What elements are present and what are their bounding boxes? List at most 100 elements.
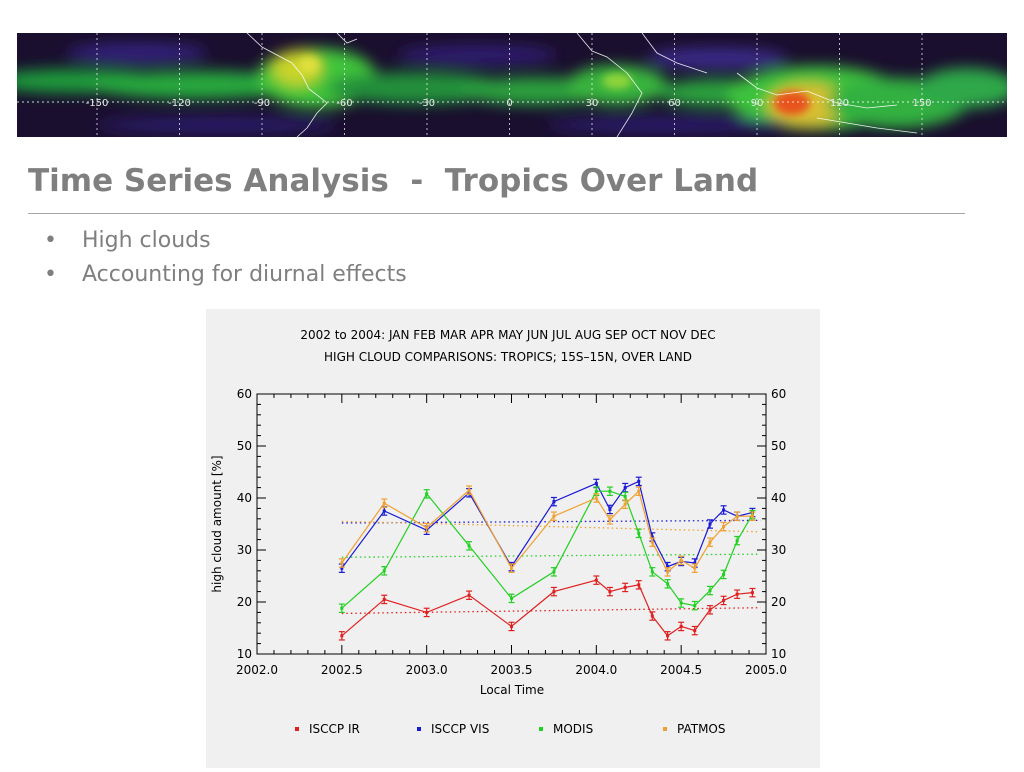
longitude-label: 0 (506, 98, 512, 109)
data-point (340, 566, 344, 570)
bullet-text: High clouds (82, 228, 211, 253)
data-point (679, 601, 683, 605)
data-point (623, 494, 627, 498)
legend-label: ISCCP VIS (431, 722, 489, 736)
data-point (340, 561, 344, 565)
data-point (340, 634, 344, 638)
data-point (510, 624, 513, 628)
data-point (708, 540, 712, 544)
data-point (666, 582, 670, 586)
bullet-item: • High clouds (44, 226, 407, 260)
data-point (608, 518, 612, 522)
x-tick-label: 2003.0 (406, 663, 448, 677)
series-line (341, 490, 753, 609)
data-point (425, 526, 429, 530)
chart-legend: ISCCP IR ISCCP VIS MODIS PATMOS (295, 722, 726, 736)
legend-label: ISCCP IR (309, 722, 360, 736)
data-point (650, 614, 654, 618)
data-point (382, 569, 386, 573)
data-point (666, 570, 670, 574)
data-point (666, 565, 670, 569)
bullet-item: • Accounting for diurnal effects (44, 260, 407, 294)
data-point (382, 501, 386, 505)
data-point (708, 608, 712, 612)
data-point (510, 596, 513, 600)
data-point (608, 489, 612, 493)
data-point (708, 522, 712, 526)
data-point (340, 606, 344, 610)
data-point (510, 566, 513, 570)
high-cloud-chart: 2002 to 2004: JAN FEB MAR APR MAY JUN JU… (210, 328, 787, 736)
bullet-dot: • (44, 262, 57, 287)
data-point (679, 624, 683, 628)
data-point (623, 502, 627, 506)
data-point (467, 593, 471, 597)
longitude-label: -30 (419, 98, 435, 109)
data-point (623, 486, 627, 490)
data-point (594, 489, 598, 493)
data-point (750, 514, 754, 518)
bullet-list: • High clouds • Accounting for diurnal eff… (44, 226, 407, 294)
series-mean-line (341, 520, 761, 533)
y-tick-label-right: 50 (771, 439, 786, 453)
y-tick-label-right: 10 (771, 647, 786, 661)
y-tick-label: 30 (237, 543, 252, 557)
data-point (594, 578, 598, 582)
longitude-label: 150 (912, 98, 931, 109)
series-group (338, 485, 756, 577)
series-group (338, 486, 756, 613)
data-point (679, 558, 683, 562)
longitude-label: -150 (86, 98, 109, 109)
data-point (722, 525, 726, 529)
chart-figure: 2002 to 2004: JAN FEB MAR APR MAY JUN JU… (206, 309, 820, 768)
x-tick-label: 2004.5 (660, 663, 702, 677)
data-point (693, 566, 697, 570)
bullet-dot: • (44, 228, 57, 253)
data-point (650, 540, 654, 544)
data-point (637, 479, 641, 483)
bullet-text: Accounting for diurnal effects (82, 262, 407, 287)
chart-subtitle: HIGH CLOUD COMPARISONS: TROPICS; 15S–15N… (324, 350, 692, 364)
data-point (693, 561, 697, 565)
y-tick-label-right: 40 (771, 491, 786, 505)
data-point (552, 500, 556, 504)
data-point (467, 544, 471, 548)
data-point (735, 514, 739, 518)
longitude-label: -60 (336, 98, 352, 109)
data-point (608, 507, 612, 511)
data-point (594, 481, 598, 485)
x-tick-label: 2005.0 (745, 663, 787, 677)
longitude-label: -90 (254, 98, 270, 109)
data-point (608, 590, 612, 594)
data-point (666, 634, 670, 638)
y-tick-label: 60 (237, 387, 252, 401)
x-tick-label: 2004.0 (575, 663, 617, 677)
x-tick-label: 2002.0 (236, 663, 278, 677)
data-point (722, 572, 726, 576)
data-point (637, 583, 641, 587)
data-point (382, 597, 386, 601)
axis-ticks: 2002.0 2002.5 2003.0 2003.5 2004.0 2004.5 2005… (236, 387, 787, 677)
data-point (467, 488, 471, 492)
data-point (594, 496, 598, 500)
longitude-label: 120 (830, 98, 849, 109)
x-tick-label: 2002.5 (321, 663, 363, 677)
data-point (650, 535, 654, 539)
data-point (425, 492, 429, 496)
data-point (552, 590, 556, 594)
data-point (722, 508, 726, 512)
legend-label: PATMOS (677, 722, 726, 736)
data-point (735, 592, 739, 596)
longitude-label: 30 (586, 98, 599, 109)
data-point (552, 514, 556, 518)
data-point (722, 598, 726, 602)
chart-title: 2002 to 2004: JAN FEB MAR APR MAY JUN JU… (300, 328, 715, 342)
legend-label: MODIS (553, 722, 593, 736)
y-tick-label: 10 (237, 647, 252, 661)
series-line (341, 579, 753, 637)
y-tick-label: 50 (237, 439, 252, 453)
data-point (750, 591, 754, 595)
data-point (708, 589, 712, 593)
data-point (693, 604, 697, 608)
data-point (637, 531, 641, 535)
